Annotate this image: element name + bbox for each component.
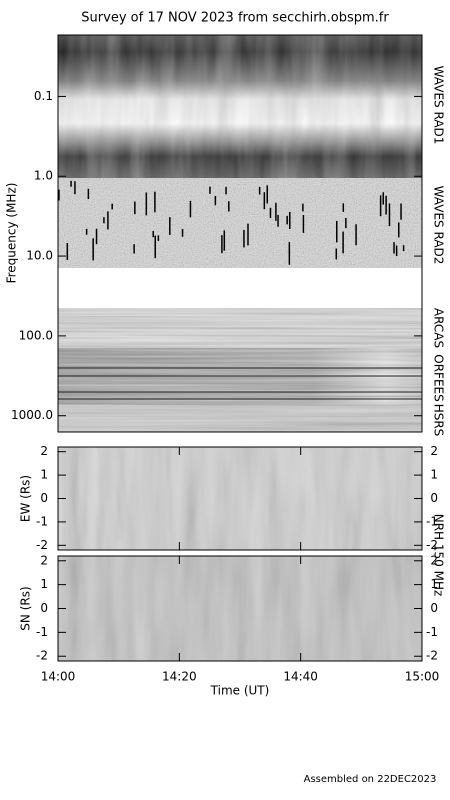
- y-tick-label: 0: [40, 601, 48, 615]
- y-tick-label: 0: [430, 491, 438, 505]
- y-tick-label: -1: [426, 625, 438, 639]
- y-tick-label: 1000.0: [11, 408, 53, 422]
- y-tick-label: -1: [36, 514, 48, 528]
- y-tick-label: 2: [40, 553, 48, 567]
- rad1-noise: [58, 35, 422, 178]
- nrh-streaks: [58, 447, 422, 550]
- y-tick-label: 1: [430, 577, 438, 591]
- x-tick-label: 14:40: [283, 670, 318, 684]
- y-tick-label: -2: [36, 649, 48, 663]
- y-tick-label: 0: [40, 491, 48, 505]
- x-tick-label: 14:00: [41, 670, 76, 684]
- y-tick-label: 2: [430, 444, 438, 458]
- nrh-label: NRH 150 MHz: [432, 514, 446, 597]
- spectrum-frame: [57, 34, 423, 433]
- y-tick-label: 2: [40, 444, 48, 458]
- hsrs-stripes: [58, 405, 422, 432]
- band-label: ARCAS: [432, 308, 446, 348]
- y-tick-label: 100.0: [19, 328, 53, 342]
- panel-y-label: EW (Rs): [19, 475, 33, 522]
- y-tick-label: 0.1: [34, 89, 53, 103]
- y-tick-label: -2: [426, 649, 438, 663]
- y-tick-label: 1: [40, 468, 48, 482]
- y-tick-label: 0: [430, 601, 438, 615]
- panel-y-label: SN (Rs): [19, 586, 33, 630]
- band-label: ORFEES: [432, 354, 446, 401]
- y-tick-label: -1: [426, 514, 438, 528]
- y-tick-label: 1: [430, 468, 438, 482]
- y-tick-label: 2: [430, 553, 438, 567]
- y-tick-label: -1: [36, 625, 48, 639]
- x-tick-label: 14:20: [162, 670, 197, 684]
- band-label: WAVES RAD1: [432, 66, 446, 145]
- y-tick-label: -2: [36, 538, 48, 552]
- y-tick-label: 1: [40, 577, 48, 591]
- y-tick-label: 1.0: [34, 169, 53, 183]
- nrh-streaks: [58, 556, 422, 661]
- band-label: WAVES RAD2: [432, 186, 446, 265]
- y-tick-label: 10.0: [26, 249, 53, 263]
- arcas-stripes: [58, 308, 422, 348]
- band-label: HSRS: [432, 404, 446, 437]
- rad2-noise: [58, 178, 422, 268]
- title: Survey of 17 NOV 2023 from secchirh.obsp…: [81, 11, 389, 26]
- y-tick-label: -2: [426, 538, 438, 552]
- x-axis-label: Time (UT): [210, 684, 270, 698]
- y-axis-label: Frequency (MHz): [5, 183, 19, 284]
- footer: Assembled on 22DEC2023: [304, 774, 437, 785]
- x-tick-label: 15:00: [405, 670, 440, 684]
